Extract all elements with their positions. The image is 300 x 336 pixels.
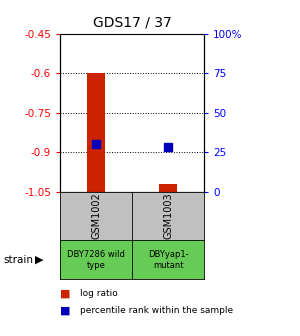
- Text: DBY7286 wild
type: DBY7286 wild type: [67, 250, 125, 269]
- Text: ■: ■: [60, 289, 70, 299]
- Bar: [87, 73, 105, 192]
- Text: DBYyap1-
mutant: DBYyap1- mutant: [148, 250, 188, 269]
- Text: log ratio: log ratio: [80, 289, 117, 298]
- Title: GDS17 / 37: GDS17 / 37: [93, 16, 171, 30]
- Text: GSM1003: GSM1003: [163, 193, 173, 239]
- Text: ■: ■: [60, 306, 70, 316]
- Text: strain: strain: [3, 255, 33, 264]
- Text: percentile rank within the sample: percentile rank within the sample: [80, 306, 232, 315]
- Bar: [159, 184, 177, 192]
- Text: GSM1002: GSM1002: [91, 193, 101, 239]
- Text: ▶: ▶: [34, 255, 43, 264]
- Point: [166, 144, 170, 150]
- Point: [94, 141, 98, 147]
